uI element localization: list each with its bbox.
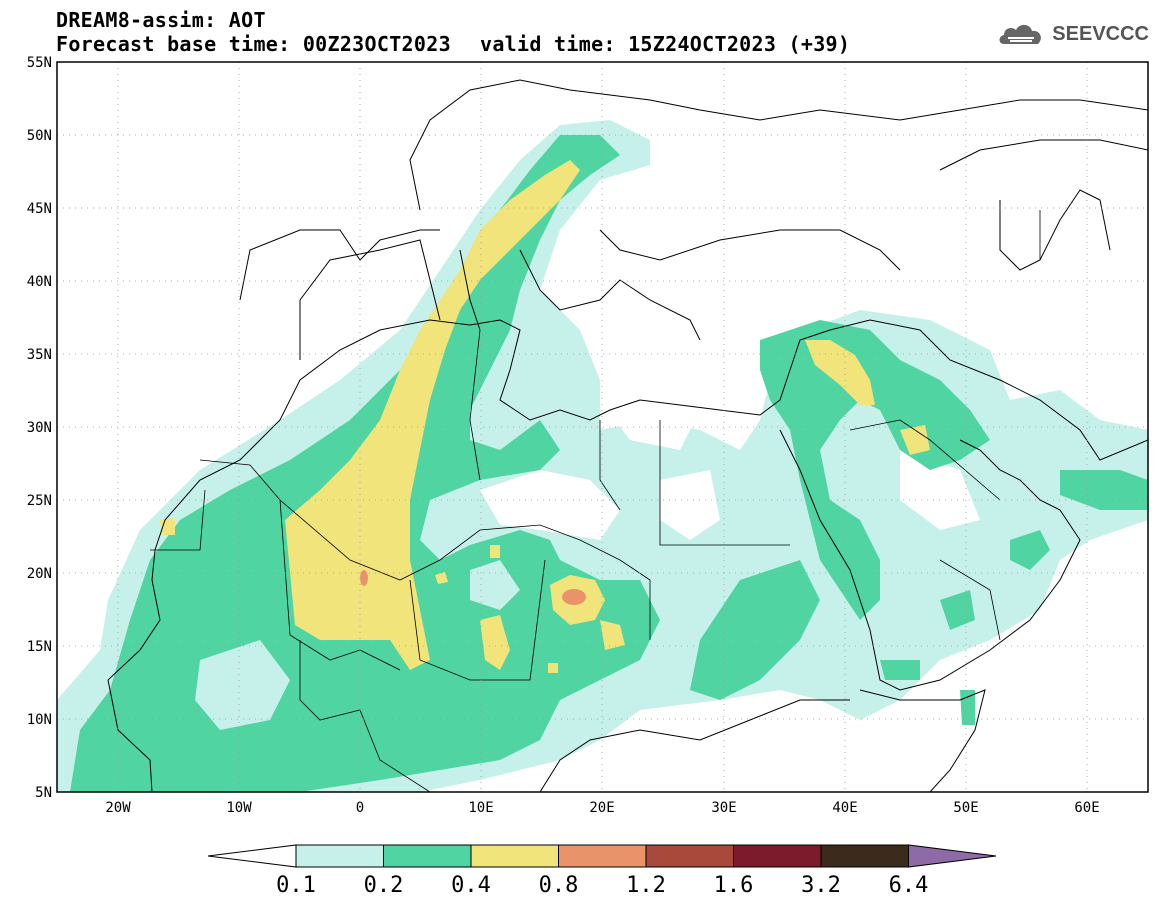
aot-field-0.4 bbox=[160, 160, 930, 673]
colorbar-labels: 0.1 0.2 0.4 0.8 1.2 1.6 3.2 6.4 bbox=[276, 873, 928, 898]
colorbar bbox=[207, 844, 997, 868]
colorbar-segment bbox=[645, 844, 734, 868]
lat-label: 20N bbox=[27, 566, 52, 582]
colorbar-label: 0.4 bbox=[451, 873, 491, 898]
lon-label: 10E bbox=[468, 800, 493, 816]
longitude-labels: 20W 10W 0 10E 20E 30E 40E 50E 60E bbox=[105, 800, 1099, 816]
latitude-labels: 55N 50N 45N 40N 35N 30N 25N 20N 15N 10N … bbox=[27, 55, 52, 801]
colorbar-label: 1.6 bbox=[714, 873, 754, 898]
colorbar-label: 0.2 bbox=[364, 873, 404, 898]
aot-field-0.8 bbox=[360, 570, 586, 605]
lat-label: 50N bbox=[27, 128, 52, 144]
lon-label: 50E bbox=[953, 800, 978, 816]
lon-label: 30E bbox=[711, 800, 736, 816]
colorbar-label: 3.2 bbox=[801, 873, 841, 898]
lat-label: 35N bbox=[27, 347, 52, 363]
lat-label: 15N bbox=[27, 639, 52, 655]
colorbar-segment bbox=[733, 844, 822, 868]
cloud-icon bbox=[999, 24, 1042, 44]
colorbar-arrow-high bbox=[908, 844, 997, 868]
lon-label: 20W bbox=[105, 800, 131, 816]
lat-label: 45N bbox=[27, 201, 52, 217]
lat-label: 5N bbox=[35, 785, 52, 801]
lat-label: 55N bbox=[27, 55, 52, 71]
colorbar-label: 0.8 bbox=[539, 873, 579, 898]
lon-label: 20E bbox=[589, 800, 614, 816]
lon-label: 40E bbox=[832, 800, 857, 816]
colorbar-label: 1.2 bbox=[626, 873, 666, 898]
lat-label: 30N bbox=[27, 420, 52, 436]
colorbar-segment bbox=[383, 844, 472, 868]
forecast-base-time: Forecast base time: 00Z23OCT2023 bbox=[56, 32, 451, 56]
valid-time: valid time: 15Z24OCT2023 (+39) bbox=[480, 32, 851, 56]
logo-text: SEEVCCC bbox=[1052, 22, 1149, 45]
country-borders bbox=[150, 210, 1041, 792]
lat-label: 25N bbox=[27, 493, 52, 509]
lon-label: 0 bbox=[356, 800, 364, 816]
lat-label: 10N bbox=[27, 712, 52, 728]
seevccc-logo: SEEVCCC bbox=[996, 20, 1149, 48]
aot-clear-areas bbox=[480, 400, 980, 540]
lat-label: 40N bbox=[27, 274, 52, 290]
colorbar-segment bbox=[558, 844, 647, 868]
coastlines bbox=[107, 79, 1148, 792]
colorbar-segment bbox=[295, 844, 384, 868]
colorbar-segment bbox=[470, 844, 559, 868]
lon-label: 60E bbox=[1074, 800, 1099, 816]
colorbar-label: 6.4 bbox=[889, 873, 929, 898]
colorbar-segment bbox=[820, 844, 909, 868]
lon-label: 10W bbox=[226, 800, 252, 816]
colorbar-label: 0.1 bbox=[276, 873, 316, 898]
aot-inner-low bbox=[195, 350, 560, 730]
map-title: DREAM8-assim: AOT bbox=[56, 8, 266, 32]
colorbar-arrow-low bbox=[207, 844, 297, 868]
map-frame bbox=[56, 61, 1149, 793]
